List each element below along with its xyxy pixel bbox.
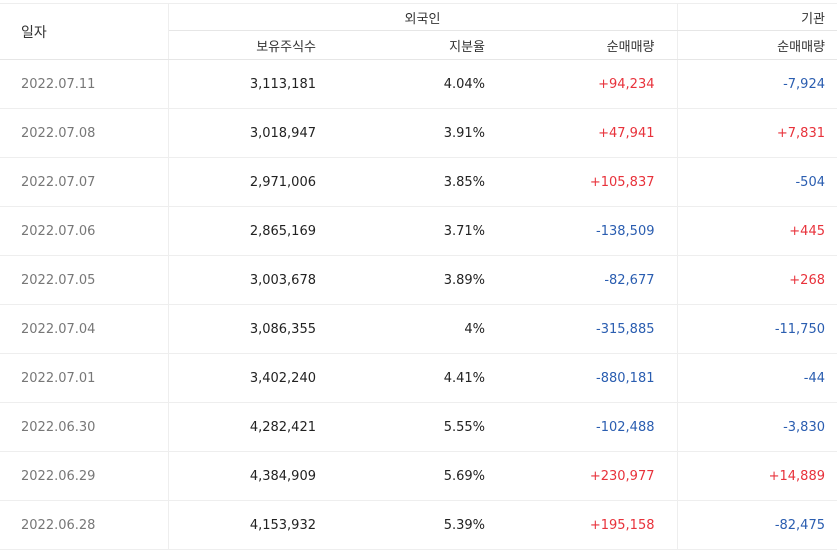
- institution-net-cell: -11,750: [677, 304, 837, 354]
- date-cell: 2022.07.04: [0, 304, 169, 354]
- date-cell: 2022.07.11: [0, 59, 169, 109]
- holdings-cell: 3,018,947: [168, 108, 338, 158]
- foreign-net-cell: +230,977: [507, 451, 678, 501]
- holdings-cell: 4,153,932: [168, 500, 338, 550]
- institution-net-cell: -82,475: [677, 500, 837, 550]
- table-header: 일자 외국인 기관 보유주식수 지분율 순매매량 순매매량: [0, 4, 837, 60]
- foreign-net-cell: -138,509: [507, 206, 678, 256]
- holdings-cell: 2,865,169: [168, 206, 338, 256]
- holdings-column-header: 보유주식수: [168, 30, 338, 60]
- table-row: 2022.07.08 3,018,947 3.91% +47,941 +7,83…: [0, 108, 837, 158]
- holdings-cell: 3,003,678: [168, 255, 338, 305]
- table-row: 2022.07.05 3,003,678 3.89% -82,677 +268: [0, 255, 837, 305]
- holdings-cell: 3,086,355: [168, 304, 338, 354]
- foreign-net-column-header: 순매매량: [507, 30, 678, 60]
- foreign-group-header: 외국인: [168, 4, 678, 31]
- institution-net-cell: -7,924: [677, 59, 837, 109]
- institution-net-cell: +7,831: [677, 108, 837, 158]
- share-cell: 5.69%: [338, 451, 507, 501]
- date-cell: 2022.06.30: [0, 402, 169, 452]
- foreign-net-cell: -315,885: [507, 304, 678, 354]
- share-cell: 4.41%: [338, 353, 507, 403]
- foreign-net-cell: +94,234: [507, 59, 678, 109]
- institution-net-cell: -44: [677, 353, 837, 403]
- table-row: 2022.07.11 3,113,181 4.04% +94,234 -7,92…: [0, 59, 837, 109]
- institution-group-header: 기관: [677, 4, 837, 31]
- table-row: 2022.07.04 3,086,355 4% -315,885 -11,750: [0, 304, 837, 354]
- institution-net-cell: -504: [677, 157, 837, 207]
- foreign-net-cell: +105,837: [507, 157, 678, 207]
- investor-trading-table: 일자 외국인 기관 보유주식수 지분율 순매매량 순매매량 2022.07.11…: [0, 4, 837, 550]
- date-cell: 2022.07.06: [0, 206, 169, 256]
- holdings-cell: 4,384,909: [168, 451, 338, 501]
- share-cell: 3.91%: [338, 108, 507, 158]
- share-cell: 4.04%: [338, 59, 507, 109]
- top-divider: [0, 3, 837, 4]
- date-cell: 2022.07.08: [0, 108, 169, 158]
- date-cell: 2022.07.07: [0, 157, 169, 207]
- foreign-net-cell: -880,181: [507, 353, 678, 403]
- date-column-header: 일자: [0, 4, 169, 60]
- table-row: 2022.06.28 4,153,932 5.39% +195,158 -82,…: [0, 500, 837, 550]
- share-cell: 4%: [338, 304, 507, 354]
- foreign-net-cell: -102,488: [507, 402, 678, 452]
- share-cell: 3.89%: [338, 255, 507, 305]
- institution-net-column-header: 순매매량: [677, 30, 837, 60]
- table-row: 2022.06.30 4,282,421 5.55% -102,488 -3,8…: [0, 402, 837, 452]
- date-cell: 2022.07.01: [0, 353, 169, 403]
- foreign-net-cell: +47,941: [507, 108, 678, 158]
- table-row: 2022.07.07 2,971,006 3.85% +105,837 -504: [0, 157, 837, 207]
- holdings-cell: 3,402,240: [168, 353, 338, 403]
- table-row: 2022.07.06 2,865,169 3.71% -138,509 +445: [0, 206, 837, 256]
- institution-net-cell: -3,830: [677, 402, 837, 452]
- holdings-cell: 2,971,006: [168, 157, 338, 207]
- share-cell: 3.71%: [338, 206, 507, 256]
- institution-net-cell: +14,889: [677, 451, 837, 501]
- share-cell: 5.39%: [338, 500, 507, 550]
- foreign-net-cell: +195,158: [507, 500, 678, 550]
- share-cell: 5.55%: [338, 402, 507, 452]
- share-cell: 3.85%: [338, 157, 507, 207]
- holdings-cell: 4,282,421: [168, 402, 338, 452]
- foreign-net-cell: -82,677: [507, 255, 678, 305]
- share-column-header: 지분율: [338, 30, 507, 60]
- date-cell: 2022.06.28: [0, 500, 169, 550]
- table-row: 2022.06.29 4,384,909 5.69% +230,977 +14,…: [0, 451, 837, 501]
- holdings-cell: 3,113,181: [168, 59, 338, 109]
- institution-net-cell: +445: [677, 206, 837, 256]
- institution-net-cell: +268: [677, 255, 837, 305]
- table-row: 2022.07.01 3,402,240 4.41% -880,181 -44: [0, 353, 837, 403]
- table-body: 2022.07.11 3,113,181 4.04% +94,234 -7,92…: [0, 59, 837, 550]
- date-cell: 2022.06.29: [0, 451, 169, 501]
- date-cell: 2022.07.05: [0, 255, 169, 305]
